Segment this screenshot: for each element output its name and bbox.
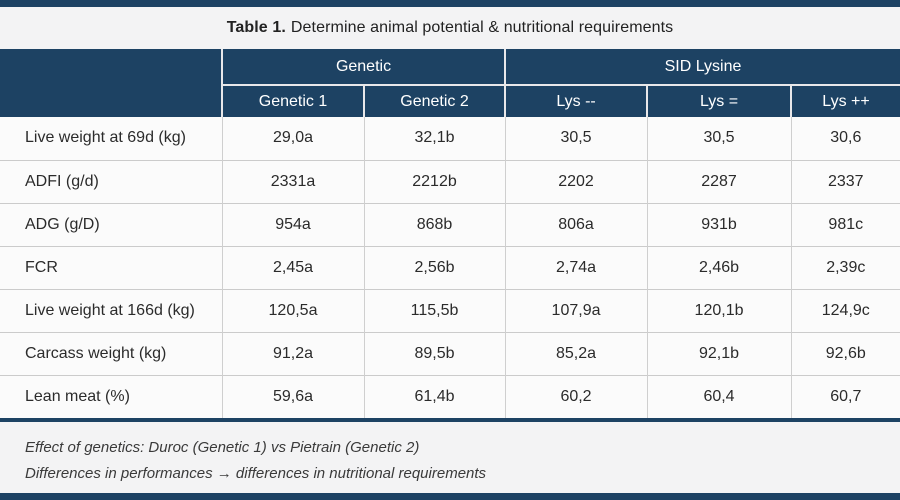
cell-value: 806a bbox=[504, 202, 648, 246]
column-header-lys-equal: Lys = bbox=[646, 85, 792, 117]
cell-value: 30,5 bbox=[504, 117, 648, 160]
table-row: ADFI (g/d) 2331a 2212b 2202 2287 2337 bbox=[0, 159, 900, 203]
cell-value: 2,39c bbox=[790, 245, 900, 289]
row-label: Lean meat (%) bbox=[0, 374, 222, 418]
table-row: Live weight at 166d (kg) 120,5a 115,5b 1… bbox=[0, 288, 900, 332]
cell-value: 954a bbox=[221, 202, 364, 246]
cell-value: 60,4 bbox=[646, 374, 792, 418]
cell-value: 91,2a bbox=[221, 331, 364, 375]
results-table: Genetic SID Lysine Genetic 1 Genetic 2 L… bbox=[0, 49, 900, 418]
cell-value: 2,46b bbox=[646, 245, 792, 289]
table-caption-number: Table 1. bbox=[226, 19, 286, 36]
footnotes: Effect of genetics: Duroc (Genetic 1) vs… bbox=[0, 422, 900, 493]
table-row: Carcass weight (kg) 91,2a 89,5b 85,2a 92… bbox=[0, 331, 900, 375]
cell-value: 2337 bbox=[790, 159, 900, 203]
cell-value: 107,9a bbox=[504, 288, 648, 332]
cell-value: 32,1b bbox=[363, 117, 506, 160]
cell-value: 92,1b bbox=[646, 331, 792, 375]
cell-value: 92,6b bbox=[790, 331, 900, 375]
cell-value: 30,6 bbox=[790, 117, 900, 160]
cell-value: 2,45a bbox=[221, 245, 364, 289]
header-blank-cell bbox=[0, 49, 222, 117]
cell-value: 120,5a bbox=[221, 288, 364, 332]
column-header-lys-plus: Lys ++ bbox=[790, 85, 900, 117]
cell-value: 60,7 bbox=[790, 374, 900, 418]
table-row: FCR 2,45a 2,56b 2,74a 2,46b 2,39c bbox=[0, 245, 900, 289]
cell-value: 115,5b bbox=[363, 288, 506, 332]
column-header-genetic-1: Genetic 1 bbox=[221, 85, 364, 117]
cell-value: 2212b bbox=[363, 159, 506, 203]
cell-value: 85,2a bbox=[504, 331, 648, 375]
cell-value: 2,74a bbox=[504, 245, 648, 289]
cell-value: 868b bbox=[363, 202, 506, 246]
cell-value: 29,0a bbox=[221, 117, 364, 160]
footnote-genetics: Effect of genetics: Duroc (Genetic 1) vs… bbox=[25, 439, 420, 456]
table-caption: Table 1. Determine animal potential & nu… bbox=[0, 7, 900, 49]
table-row: Lean meat (%) 59,6a 61,4b 60,2 60,4 60,7 bbox=[0, 374, 900, 418]
row-label: FCR bbox=[0, 245, 222, 289]
column-header-genetic-2: Genetic 2 bbox=[362, 85, 506, 117]
cell-value: 30,5 bbox=[646, 117, 792, 160]
cell-value: 2331a bbox=[221, 159, 364, 203]
cell-value: 931b bbox=[646, 202, 792, 246]
cell-value: 61,4b bbox=[363, 374, 506, 418]
cell-value: 2,56b bbox=[363, 245, 506, 289]
column-header-lys-minus: Lys -- bbox=[504, 85, 648, 117]
header-group-row: Genetic SID Lysine bbox=[0, 49, 900, 117]
header-column-row: Genetic 1 Genetic 2 Lys -- Lys = Lys ++ bbox=[0, 85, 900, 117]
table-body: Live weight at 69d (kg) 29,0a 32,1b 30,5… bbox=[0, 117, 900, 418]
footnote-divider-rule bbox=[0, 418, 900, 422]
cell-value: 2287 bbox=[646, 159, 792, 203]
cell-value: 89,5b bbox=[363, 331, 506, 375]
row-label: ADG (g/D) bbox=[0, 202, 222, 246]
cell-value: 2202 bbox=[504, 159, 648, 203]
cell-value: 59,6a bbox=[221, 374, 364, 418]
row-label: Live weight at 166d (kg) bbox=[0, 288, 222, 332]
bottom-accent-rule bbox=[0, 493, 900, 500]
row-label: Live weight at 69d (kg) bbox=[0, 117, 222, 160]
cell-value: 124,9c bbox=[790, 288, 900, 332]
cell-value: 120,1b bbox=[646, 288, 792, 332]
table-row: ADG (g/D) 954a 868b 806a 931b 981c bbox=[0, 202, 900, 246]
cell-value: 981c bbox=[790, 202, 900, 246]
table-header: Genetic SID Lysine Genetic 1 Genetic 2 L… bbox=[0, 49, 900, 117]
top-accent-rule bbox=[0, 0, 900, 7]
cell-value: 60,2 bbox=[504, 374, 648, 418]
header-group-sid-lysine: SID Lysine bbox=[504, 49, 900, 86]
table-row: Live weight at 69d (kg) 29,0a 32,1b 30,5… bbox=[0, 117, 900, 160]
row-label: Carcass weight (kg) bbox=[0, 331, 222, 375]
row-label: ADFI (g/d) bbox=[0, 159, 222, 203]
footnote-performances: Differences in performances → difference… bbox=[25, 465, 487, 482]
table-caption-text: Determine animal potential & nutritional… bbox=[290, 19, 674, 36]
header-group-genetic: Genetic bbox=[220, 49, 506, 86]
